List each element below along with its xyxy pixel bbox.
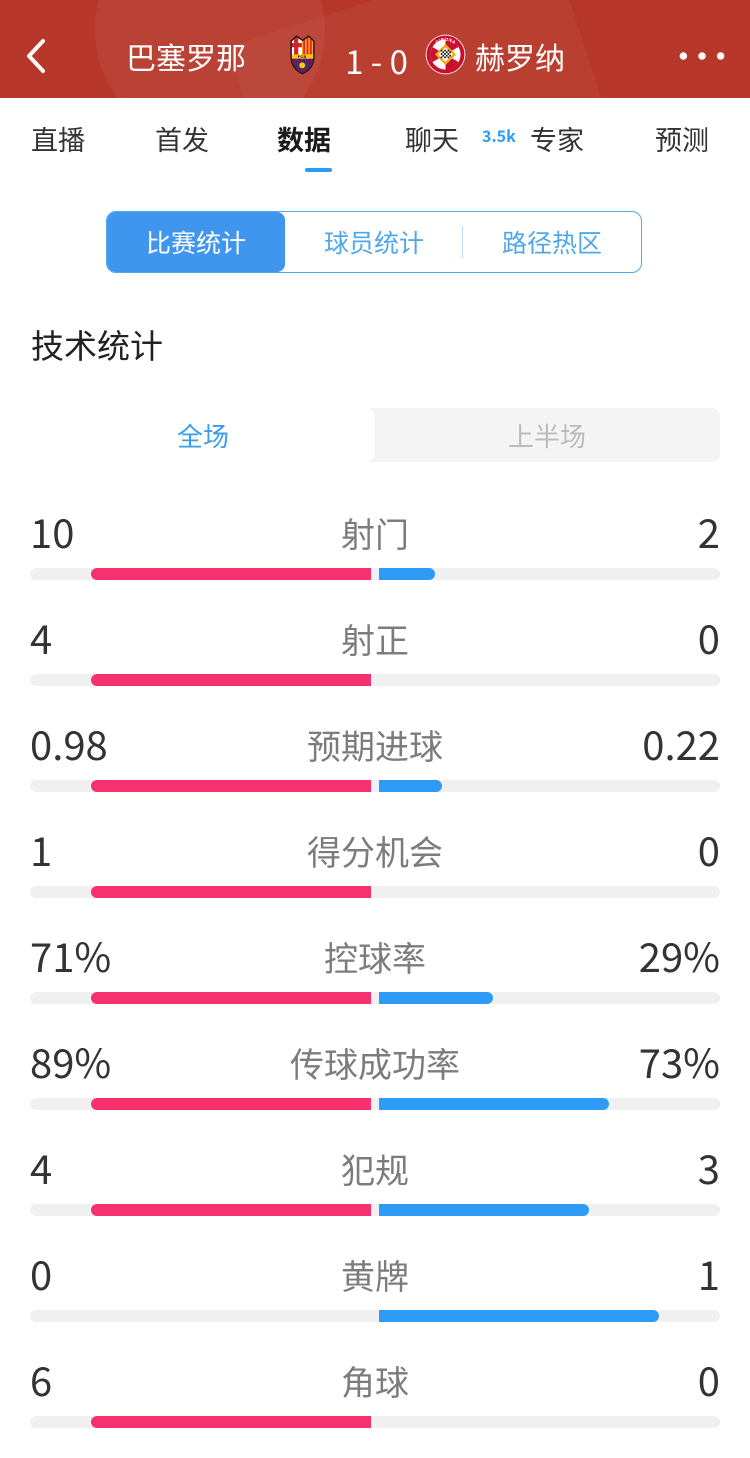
svg-text:FCB: FCB (298, 54, 307, 59)
